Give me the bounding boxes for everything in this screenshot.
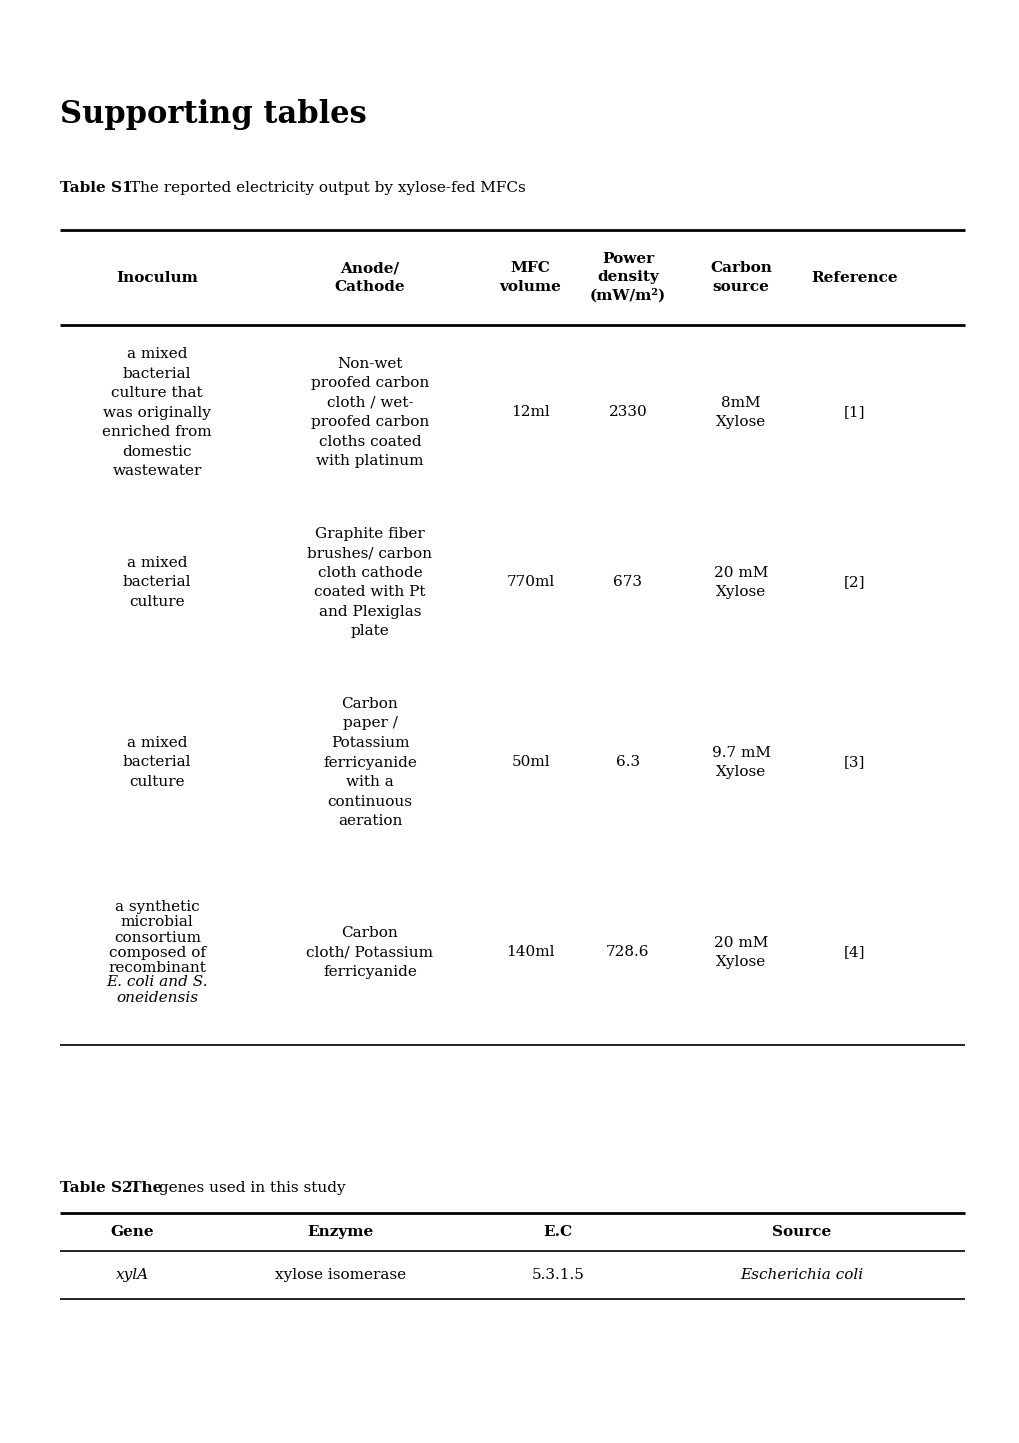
Text: Enzyme: Enzyme bbox=[307, 1225, 373, 1240]
Text: Table S1.: Table S1. bbox=[60, 180, 138, 195]
Text: Carbon
paper /
Potassium
ferricyanide
with a
continuous
aeration: Carbon paper / Potassium ferricyanide wi… bbox=[323, 697, 417, 828]
Text: [3]: [3] bbox=[843, 756, 864, 769]
Text: [4]: [4] bbox=[843, 945, 864, 960]
Text: 12ml: 12ml bbox=[511, 405, 549, 420]
Text: Table S2.: Table S2. bbox=[60, 1180, 138, 1195]
Text: microbial: microbial bbox=[121, 915, 194, 929]
Text: Escherichia coli: Escherichia coli bbox=[740, 1268, 863, 1281]
Text: a mixed
bacterial
culture: a mixed bacterial culture bbox=[123, 556, 192, 609]
Text: xylA: xylA bbox=[116, 1268, 149, 1281]
Text: a mixed
bacterial
culture: a mixed bacterial culture bbox=[123, 736, 192, 789]
Text: [2]: [2] bbox=[843, 576, 864, 590]
Text: 5.3.1.5: 5.3.1.5 bbox=[531, 1268, 584, 1281]
Text: Carbon
source: Carbon source bbox=[709, 261, 771, 294]
Text: 6.3: 6.3 bbox=[615, 756, 639, 769]
Text: 770ml: 770ml bbox=[506, 576, 554, 590]
Text: 8mM
Xylose: 8mM Xylose bbox=[715, 395, 765, 429]
Text: recombinant: recombinant bbox=[108, 961, 206, 974]
Text: E. coli and S.: E. coli and S. bbox=[106, 975, 208, 990]
Text: genes used in this study: genes used in this study bbox=[154, 1180, 344, 1195]
Text: 728.6: 728.6 bbox=[605, 945, 649, 960]
Text: 20 mM
Xylose: 20 mM Xylose bbox=[713, 566, 767, 599]
Text: Power
density
(mW/m²): Power density (mW/m²) bbox=[589, 253, 665, 303]
Text: 140ml: 140ml bbox=[505, 945, 554, 960]
Text: a mixed
bacterial
culture that
was originally
enriched from
domestic
wastewater: a mixed bacterial culture that was origi… bbox=[102, 346, 212, 478]
Text: 9.7 mM
Xylose: 9.7 mM Xylose bbox=[711, 746, 769, 779]
Text: 50ml: 50ml bbox=[511, 756, 549, 769]
Text: oneidensis: oneidensis bbox=[116, 990, 198, 1004]
Text: The reported electricity output by xylose-fed MFCs: The reported electricity output by xylos… bbox=[124, 180, 525, 195]
Text: 2330: 2330 bbox=[608, 405, 647, 420]
Text: [1]: [1] bbox=[843, 405, 864, 420]
Text: MFC
volume: MFC volume bbox=[499, 261, 561, 294]
Text: a synthetic: a synthetic bbox=[115, 900, 200, 915]
Text: Carbon
cloth/ Potassium
ferricyanide: Carbon cloth/ Potassium ferricyanide bbox=[306, 926, 433, 978]
Text: Anode/
Cathode: Anode/ Cathode bbox=[334, 261, 405, 294]
Text: 673: 673 bbox=[612, 576, 642, 590]
Text: consortium: consortium bbox=[114, 931, 201, 945]
Text: Source: Source bbox=[771, 1225, 830, 1240]
Text: xylose isomerase: xylose isomerase bbox=[275, 1268, 406, 1281]
Text: composed of: composed of bbox=[109, 945, 206, 960]
Text: E.C: E.C bbox=[543, 1225, 572, 1240]
Text: Inoculum: Inoculum bbox=[116, 270, 198, 284]
Text: Non-wet
proofed carbon
cloth / wet-
proofed carbon
cloths coated
with platinum: Non-wet proofed carbon cloth / wet- proo… bbox=[311, 356, 429, 468]
Text: Graphite fiber
brushes/ carbon
cloth cathode
coated with Pt
and Plexiglas
plate: Graphite fiber brushes/ carbon cloth cat… bbox=[307, 527, 432, 638]
Text: The: The bbox=[124, 1180, 162, 1195]
Text: Supporting tables: Supporting tables bbox=[60, 100, 367, 130]
Text: Reference: Reference bbox=[810, 270, 897, 284]
Text: 20 mM
Xylose: 20 mM Xylose bbox=[713, 935, 767, 970]
Text: Gene: Gene bbox=[110, 1225, 154, 1240]
